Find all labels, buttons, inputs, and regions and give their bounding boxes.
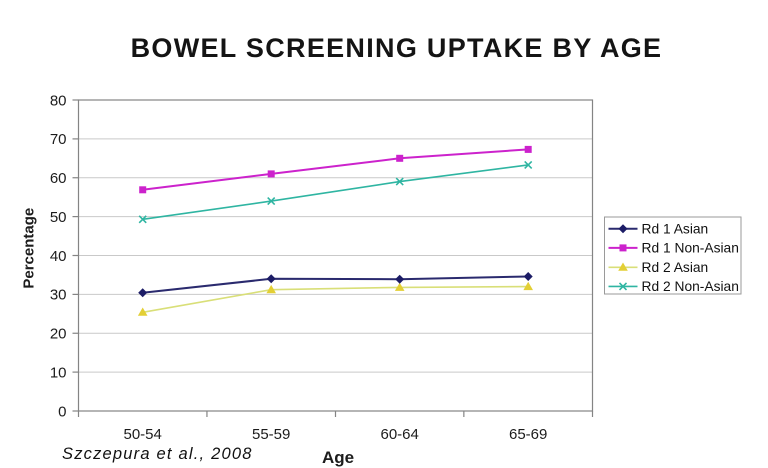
svg-text:BOWEL SCREENING UPTAKE BY AGE: BOWEL SCREENING UPTAKE BY AGE bbox=[131, 33, 663, 63]
svg-text:Age: Age bbox=[322, 448, 354, 467]
svg-text:20: 20 bbox=[50, 326, 67, 343]
svg-text:70: 70 bbox=[50, 131, 67, 148]
svg-text:50: 50 bbox=[50, 209, 67, 226]
svg-text:Szczepura et al., 2008: Szczepura et al., 2008 bbox=[62, 445, 253, 463]
svg-text:Rd 2 Non-Asian: Rd 2 Non-Asian bbox=[642, 279, 739, 294]
svg-text:80: 80 bbox=[50, 92, 67, 109]
svg-text:50-54: 50-54 bbox=[124, 426, 162, 443]
svg-text:Rd 1 Asian: Rd 1 Asian bbox=[642, 222, 709, 237]
svg-text:30: 30 bbox=[50, 287, 67, 304]
svg-text:Percentage: Percentage bbox=[21, 208, 38, 289]
svg-text:40: 40 bbox=[50, 248, 67, 265]
svg-text:Rd 1 Non-Asian: Rd 1 Non-Asian bbox=[642, 241, 739, 256]
svg-text:55-59: 55-59 bbox=[252, 426, 290, 443]
svg-text:65-69: 65-69 bbox=[509, 426, 547, 443]
svg-text:10: 10 bbox=[50, 364, 67, 381]
svg-text:Rd 2 Asian: Rd 2 Asian bbox=[642, 260, 709, 275]
svg-text:60: 60 bbox=[50, 170, 67, 187]
svg-text:60-64: 60-64 bbox=[381, 426, 419, 443]
svg-text:0: 0 bbox=[58, 403, 66, 420]
